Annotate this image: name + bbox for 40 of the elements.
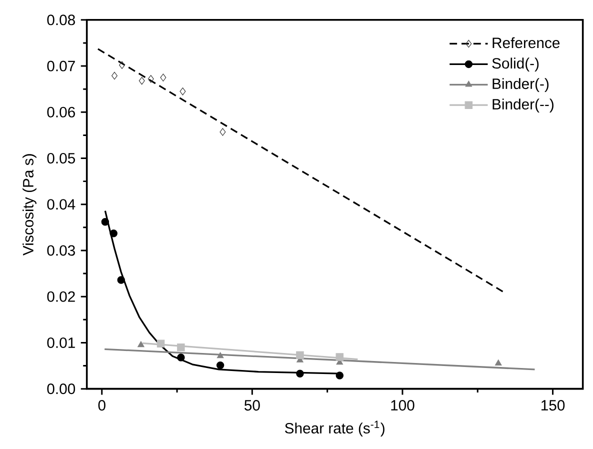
point <box>220 128 226 136</box>
x-tick-label: 100 <box>391 400 414 411</box>
point <box>180 88 186 96</box>
y-tick-label: 0.05 <box>47 153 75 164</box>
point <box>177 343 185 352</box>
point <box>177 354 185 362</box>
point <box>216 361 224 370</box>
point <box>112 72 118 80</box>
y-tick-label: 0.06 <box>47 106 75 118</box>
point <box>138 341 144 348</box>
point <box>336 353 344 361</box>
x-tick-label: 150 <box>542 400 565 411</box>
x-tick-label: 50 <box>244 400 260 411</box>
point <box>296 370 304 378</box>
point <box>119 61 125 69</box>
point <box>101 218 110 226</box>
point <box>296 351 304 360</box>
y-tick-label: 0.08 <box>47 14 75 26</box>
legend-label: Reference <box>492 37 560 48</box>
point <box>138 76 145 85</box>
y-tick-label: 0.07 <box>47 60 75 72</box>
y-tick-label: 0.01 <box>47 337 75 348</box>
point <box>336 372 344 380</box>
point <box>117 276 125 284</box>
y-tick-label: 0.00 <box>47 384 76 394</box>
y-axis-title: Viscosity (Pa s) <box>22 154 36 256</box>
legend-label: Binder(-) <box>492 78 549 92</box>
y-tick-label: 0.02 <box>47 291 75 302</box>
point <box>216 352 224 358</box>
x-tick-label: 0 <box>98 400 106 411</box>
point <box>148 75 154 83</box>
point <box>494 360 502 366</box>
point <box>160 74 166 82</box>
point <box>156 340 165 348</box>
legend-label: Solid(-) <box>492 58 539 72</box>
x-axis-title: Shear rate (s$^{-1}$) <box>285 420 384 436</box>
legend-label: Binder(--) <box>492 98 554 112</box>
point <box>110 230 118 238</box>
y-tick-label: 0.04 <box>47 199 76 210</box>
y-tick-label: 0.03 <box>47 245 75 256</box>
